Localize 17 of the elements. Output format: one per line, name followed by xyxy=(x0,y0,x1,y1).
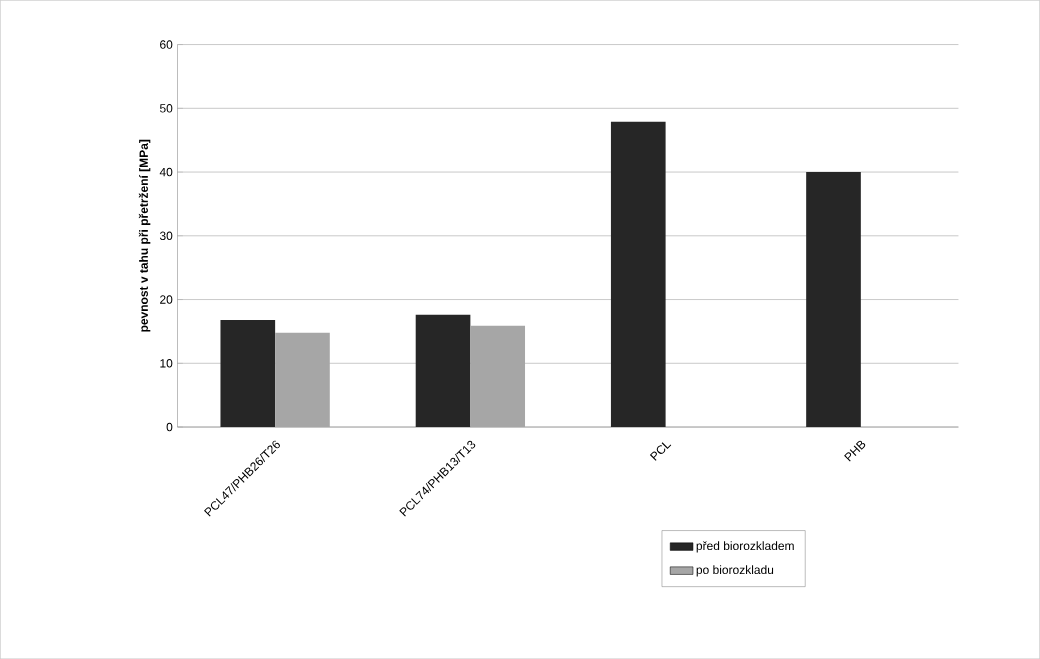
y-tick-label: 0 xyxy=(166,422,173,432)
legend-label: po biorozkladu xyxy=(696,565,774,577)
bar xyxy=(220,319,276,427)
bar xyxy=(275,332,330,427)
bar xyxy=(610,121,666,427)
legend-label: před biorozkladem xyxy=(696,541,794,553)
y-tick-label: 20 xyxy=(160,295,173,304)
bar xyxy=(470,325,526,427)
bar xyxy=(415,314,471,427)
y-tick-label: 10 xyxy=(160,358,173,368)
y-axis-title: pevnost v tahu při přetržení [MPa] xyxy=(138,139,151,332)
y-tick-label: 30 xyxy=(159,231,173,240)
y-tick-label: 40 xyxy=(159,167,173,177)
y-tick-label: 50 xyxy=(159,103,173,113)
y-tick-label: 60 xyxy=(160,40,173,49)
bar xyxy=(806,171,861,427)
x-tick-label: PCL xyxy=(649,442,672,461)
